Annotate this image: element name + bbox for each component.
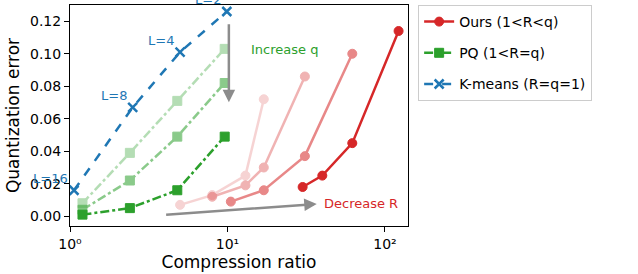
svg-text:Increase q: Increase q [251,42,318,57]
svg-text:Ours (1<R<q): Ours (1<R<q) [459,14,558,30]
svg-text:10⁰: 10⁰ [58,236,82,252]
svg-text:Decrease R: Decrease R [324,196,398,211]
svg-text:0.04: 0.04 [30,143,61,159]
svg-text:Compression ratio: Compression ratio [162,252,317,272]
svg-text:0.00: 0.00 [30,208,61,224]
svg-text:L=8: L=8 [101,88,127,103]
svg-text:10¹: 10¹ [216,236,239,252]
svg-text:L=4: L=4 [148,33,174,48]
svg-text:K-means (R=q=1): K-means (R=q=1) [459,76,585,92]
svg-text:0.10: 0.10 [30,46,61,62]
svg-text:0.12: 0.12 [30,13,61,29]
svg-text:PQ (1<R=q): PQ (1<R=q) [459,45,545,61]
svg-text:Quantization error: Quantization error [3,38,23,193]
svg-text:10²: 10² [373,236,396,252]
svg-text:0.02: 0.02 [30,176,61,192]
svg-text:L=2: L=2 [195,0,221,7]
svg-text:0.06: 0.06 [30,111,61,127]
svg-text:L=16: L=16 [33,171,68,186]
svg-text:0.08: 0.08 [30,78,61,94]
